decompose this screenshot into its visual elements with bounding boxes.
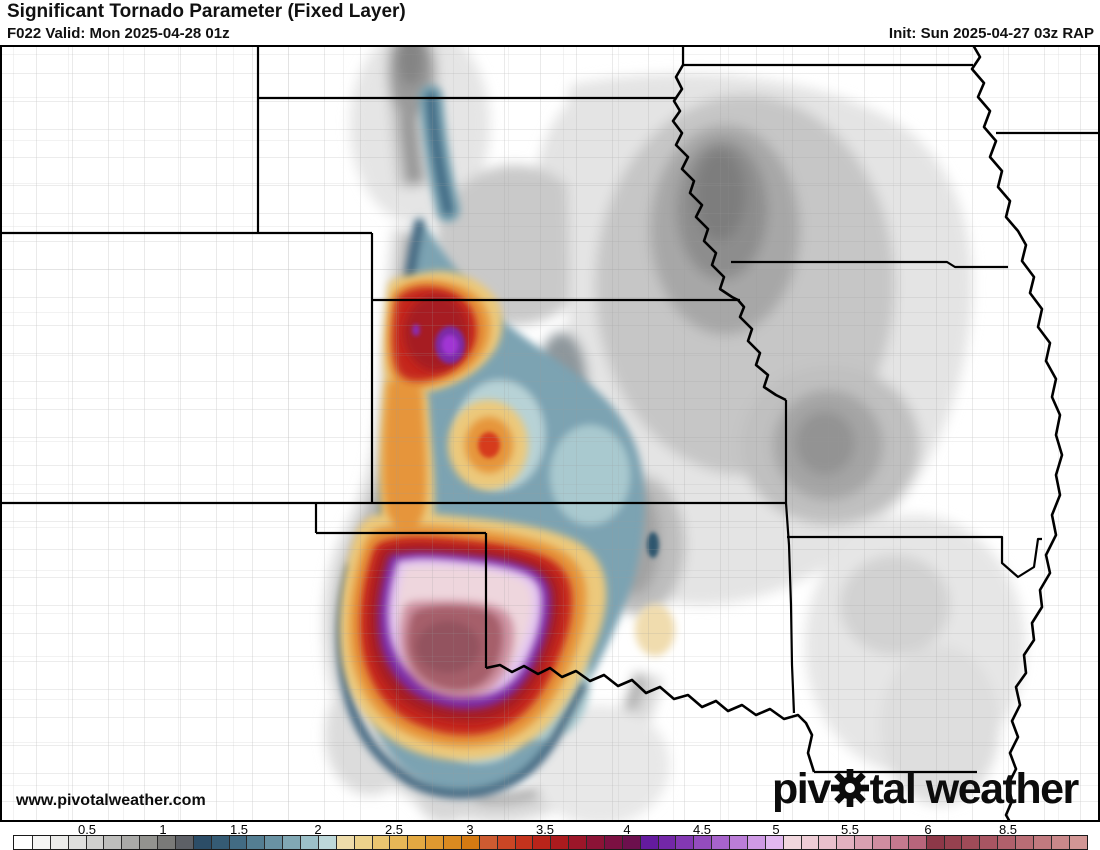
colorbar-cell (586, 836, 604, 849)
colorbar-cell (639, 836, 658, 849)
colorbar-cell (675, 836, 694, 849)
colorbar-tick: 2.5 (384, 822, 404, 837)
colorbar-cell (693, 836, 712, 849)
colorbar-cell (925, 836, 944, 849)
colorbar-cell (514, 836, 533, 849)
colorbar-cell (836, 836, 855, 849)
colorbar-cell (746, 836, 765, 849)
colorbar-cell (657, 836, 676, 849)
colorbar-cell (246, 836, 265, 849)
colorbar-cell (764, 836, 783, 849)
colorbar-cell (353, 836, 372, 849)
colorbar-cell (1032, 836, 1051, 849)
logo-text-right: tal weather (869, 764, 1080, 813)
colorbar-cell (300, 836, 318, 849)
colorbar-cell (121, 836, 140, 849)
colorbar-tick: 4 (623, 822, 631, 837)
colorbar-tick: 3.5 (535, 822, 555, 837)
colorbar-cell (103, 836, 122, 849)
colorbar-cell (264, 836, 283, 849)
colorbar-cell (210, 836, 229, 849)
colorbar-cell (1068, 836, 1087, 849)
colorbar-tick: 5 (772, 822, 780, 837)
colorbar-cell (139, 836, 157, 849)
colorbar-cell (371, 836, 390, 849)
colorbar-cell (228, 836, 247, 849)
colorbar-cells (13, 835, 1088, 850)
colorbar-cell (943, 836, 962, 849)
colorbar-cell (782, 836, 801, 849)
colorbar-cell (1050, 836, 1069, 849)
colorbar-tick: 3 (466, 822, 474, 837)
colorbar-cell (31, 836, 50, 849)
colorbar-cell (460, 836, 479, 849)
colorbar-cell (335, 836, 354, 849)
colorbar-tick: 0.5 (77, 822, 97, 837)
colorbar-cell (729, 836, 747, 849)
page-title: Significant Tornado Parameter (Fixed Lay… (7, 1, 406, 22)
colorbar-tick: 8.5 (998, 822, 1018, 837)
colorbar-cell (282, 836, 300, 849)
colorbar-cell (711, 836, 729, 849)
colorbar-tick: 5.5 (840, 822, 860, 837)
colorbar-cell (407, 836, 426, 849)
map-frame (0, 45, 1100, 822)
gear-icon (830, 769, 869, 815)
colorbar: 0.5 1 1.5 2 2.5 3 3.5 4 4.5 5 5.5 6 8.5 (0, 822, 1100, 850)
colorbar-tick: 4.5 (692, 822, 712, 837)
colorbar-tick: 6 (924, 822, 932, 837)
state-borders (0, 45, 1100, 774)
colorbar-cell (800, 836, 819, 849)
header-bar: Significant Tornado Parameter (Fixed Lay… (0, 0, 1100, 45)
model-init-label: Init: Sun 2025-04-27 03z RAP (888, 25, 1094, 42)
colorbar-cell (907, 836, 926, 849)
logo-text-left: piv (772, 764, 831, 813)
colorbar-cell (961, 836, 980, 849)
river-borders (485, 45, 1064, 822)
colorbar-cell (621, 836, 640, 849)
colorbar-cell (550, 836, 569, 849)
colorbar-cell (49, 836, 68, 849)
colorbar-cell (389, 836, 408, 849)
colorbar-tick: 1.5 (229, 822, 249, 837)
colorbar-cell (568, 836, 586, 849)
colorbar-cell (889, 836, 908, 849)
colorbar-cell (67, 836, 86, 849)
forecast-map (0, 45, 1100, 822)
colorbar-cell (317, 836, 336, 849)
forecast-valid-label: F022 Valid: Mon 2025-04-28 01z (7, 25, 230, 42)
colorbar-cell (496, 836, 515, 849)
colorbar-cell (1015, 836, 1033, 849)
website-url: www.pivotalweather.com (16, 792, 206, 809)
colorbar-cell (979, 836, 998, 849)
stp-contour-map (0, 45, 1100, 822)
colorbar-tick: 1 (159, 822, 167, 837)
colorbar-cell (854, 836, 872, 849)
colorbar-cell (478, 836, 497, 849)
colorbar-cell (532, 836, 551, 849)
colorbar-cell (14, 836, 32, 849)
pivotal-weather-logo: piv tal weather (772, 763, 1080, 815)
colorbar-cell (443, 836, 461, 849)
colorbar-cell (997, 836, 1015, 849)
colorbar-cell (818, 836, 837, 849)
colorbar-cell (872, 836, 890, 849)
colorbar-cell (157, 836, 175, 849)
colorbar-cell (174, 836, 193, 849)
colorbar-tick: 2 (314, 822, 322, 837)
county-grid (0, 45, 1100, 822)
colorbar-cell (603, 836, 622, 849)
colorbar-cell (192, 836, 211, 849)
colorbar-cell (425, 836, 443, 849)
colorbar-cell (85, 836, 104, 849)
